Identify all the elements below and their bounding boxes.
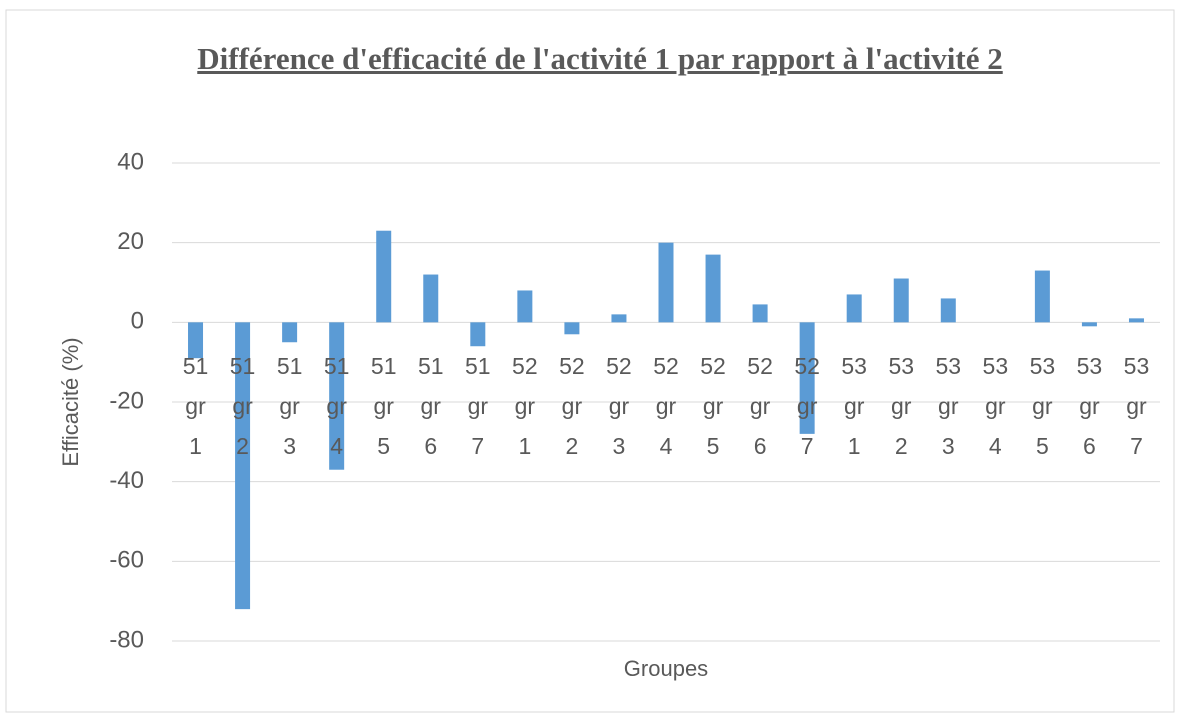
- bar: [376, 230, 392, 323]
- x-tick-label: 51 gr 1: [182, 353, 209, 460]
- x-tick-label: 51 gr 7: [465, 353, 491, 460]
- x-tick-label: 52 gr 5: [700, 353, 726, 460]
- x-tick-label: 52 gr 3: [606, 353, 632, 460]
- y-axis-label: Efficacité (%): [58, 337, 83, 466]
- x-tick-label: 52 gr 4: [653, 353, 679, 460]
- chart-title: Différence d'efficacité de l'activité 1 …: [197, 41, 1003, 76]
- x-tick-label: 51 gr 6: [417, 353, 444, 460]
- bar: [799, 322, 815, 434]
- bar: [188, 322, 204, 359]
- x-tick-label: 51 gr 5: [370, 353, 397, 460]
- x-tick-label: 51 gr 3: [276, 353, 303, 460]
- bar: [235, 322, 251, 610]
- x-tick-label: 51 gr 4: [323, 353, 350, 460]
- x-tick-label: 52 gr 6: [747, 353, 773, 460]
- y-tick-label: -40: [109, 467, 144, 494]
- bar: [846, 294, 862, 323]
- y-tick-label: 0: [131, 308, 144, 335]
- x-axis-label: Groupes: [624, 656, 708, 681]
- x-tick-label: 52 gr 1: [512, 353, 538, 460]
- bar: [423, 274, 439, 323]
- x-tick-label: 53 gr 7: [1123, 353, 1150, 460]
- x-tick-label: 53 gr 4: [982, 353, 1009, 460]
- bar: [752, 304, 768, 323]
- y-tick-label: 20: [117, 228, 144, 255]
- x-tick-label: 52 gr 2: [559, 353, 585, 460]
- bar: [282, 322, 298, 343]
- bar: [470, 322, 486, 347]
- bar: [1034, 270, 1050, 323]
- x-tick-label: 53 gr 2: [888, 353, 915, 460]
- x-tick-label: 53 gr 6: [1076, 353, 1103, 460]
- x-tick-label: 53 gr 5: [1029, 353, 1056, 460]
- y-tick-label: -20: [109, 387, 144, 414]
- bar: [329, 322, 345, 470]
- bar: [1128, 318, 1144, 323]
- x-tick-label: 53 gr 1: [841, 353, 867, 460]
- bar: [705, 254, 721, 323]
- bar: [940, 298, 956, 323]
- x-tick-label: 52 gr 7: [794, 353, 820, 460]
- x-tick-label: 51 gr 2: [229, 353, 256, 460]
- y-tick-label: 40: [117, 148, 144, 175]
- bar: [893, 278, 909, 323]
- bar: [517, 290, 533, 323]
- y-tick-label: -80: [109, 626, 144, 653]
- y-tick-label: -60: [109, 547, 144, 574]
- x-tick-label: 53 gr 3: [935, 353, 962, 460]
- bar: [1081, 322, 1097, 327]
- chart-border: [5, 9, 1175, 713]
- bar: [611, 314, 627, 323]
- bar: [564, 322, 580, 335]
- bar: [658, 242, 674, 323]
